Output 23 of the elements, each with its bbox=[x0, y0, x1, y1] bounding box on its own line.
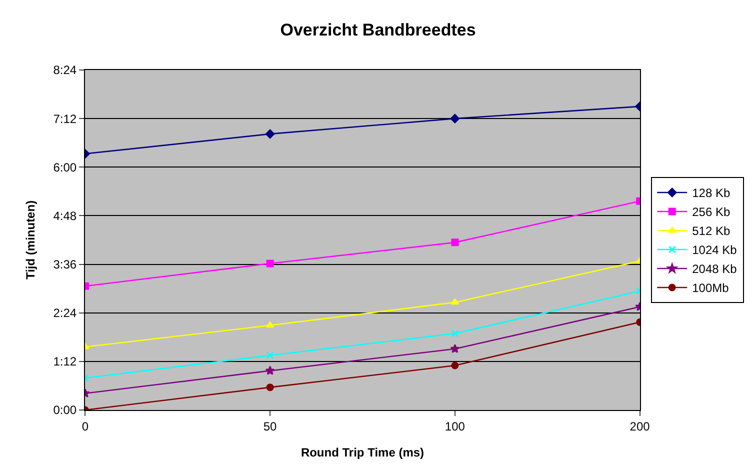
x-tick-label: 50 bbox=[263, 419, 278, 434]
point bbox=[266, 384, 274, 392]
y-tick-label: 4:48 bbox=[53, 208, 77, 223]
legend-label: 2048 Kb bbox=[692, 262, 738, 276]
legend-label: 1024 Kb bbox=[692, 243, 738, 258]
y-tick-label: 0:00 bbox=[53, 403, 77, 418]
point bbox=[451, 362, 459, 370]
y-tick-label: 1:12 bbox=[53, 354, 77, 369]
y-tick-label: 2:24 bbox=[53, 306, 77, 320]
legend-label: 100Mb bbox=[692, 281, 730, 296]
legend-label: 512 Kb bbox=[692, 224, 730, 238]
chart-title: Overzicht Bandbreedtes bbox=[280, 20, 476, 40]
x-tick-label: 100 bbox=[444, 419, 466, 434]
y-tick-label: 7:12 bbox=[53, 112, 77, 126]
x-tick-label: 200 bbox=[630, 419, 650, 434]
y-tick-label: 8:24 bbox=[53, 63, 77, 78]
x-tick-label: 0 bbox=[82, 419, 89, 434]
legend-label: 256 Kb bbox=[692, 205, 730, 220]
y-tick-label: 6:00 bbox=[53, 160, 77, 174]
x-axis-title: Round Trip Time (ms) bbox=[300, 445, 424, 460]
y-axis-title: Tijd (minuten) bbox=[24, 200, 38, 280]
legend-label: 128 Kb bbox=[692, 186, 730, 200]
y-tick-label: 3:36 bbox=[53, 257, 77, 272]
